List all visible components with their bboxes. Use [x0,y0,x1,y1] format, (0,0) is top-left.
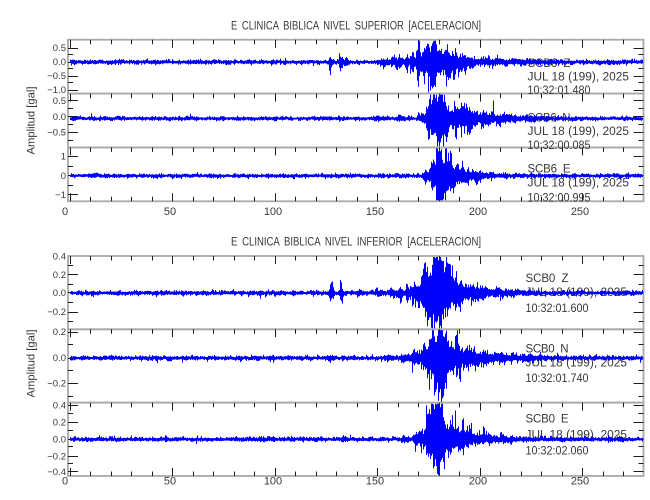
svg-text:0.0: 0.0 [53,435,66,446]
svg-text:SCB0 Z: SCB0 Z [526,273,569,285]
svg-text:0.5: 0.5 [53,96,66,107]
svg-text:−1: −1 [55,190,66,201]
svg-text:0.2: 0.2 [53,327,66,338]
svg-text:0.5: 0.5 [53,43,66,54]
svg-text:E CLINICA BIBLICA NIVEL INFERI: E CLINICA BIBLICA NIVEL INFERIOR [ACELER… [231,236,481,248]
svg-text:JUL 18 (199), 2025: JUL 18 (199), 2025 [528,177,630,189]
svg-text:250: 250 [571,476,589,488]
svg-text:10:32:00.995: 10:32:00.995 [528,192,591,204]
svg-text:1: 1 [61,152,66,163]
svg-text:100: 100 [264,206,282,218]
svg-text:0: 0 [62,476,68,488]
svg-text:10:32:01.600: 10:32:01.600 [526,303,589,315]
svg-text:10:32:01.740: 10:32:01.740 [526,373,589,385]
svg-text:10:32:01.480: 10:32:01.480 [528,85,591,97]
svg-text:0.0: 0.0 [53,112,66,123]
svg-text:SCB0 E: SCB0 E [526,414,569,426]
svg-text:0.0: 0.0 [53,288,66,299]
svg-text:JUL 18 (199), 2025: JUL 18 (199), 2025 [528,126,630,138]
svg-text:Amplitud [gal]: Amplitud [gal] [26,330,38,398]
svg-text:50: 50 [164,476,176,488]
svg-text:−0.5: −0.5 [47,71,66,82]
svg-text:0.4: 0.4 [53,252,66,263]
svg-text:E CLINICA BIBLICA NIVEL SUPERI: E CLINICA BIBLICA NIVEL SUPERIOR [ACELER… [231,21,481,33]
svg-text:−0.4: −0.4 [47,467,66,478]
svg-text:−0.2: −0.2 [47,451,66,462]
svg-text:JUL 18 (199), 2025: JUL 18 (199), 2025 [528,72,630,84]
svg-text:0: 0 [62,206,68,218]
svg-text:SCB0 N: SCB0 N [526,344,569,356]
svg-text:10:32:02.060: 10:32:02.060 [526,446,589,458]
svg-text:10:32:00.085: 10:32:00.085 [528,140,591,152]
svg-text:150: 150 [366,206,384,218]
svg-text:JUL 18 (199), 2025: JUL 18 (199), 2025 [526,358,628,370]
svg-text:0.0: 0.0 [53,353,66,364]
svg-text:−0.5: −0.5 [47,128,66,139]
svg-text:0.2: 0.2 [53,270,66,281]
svg-text:200: 200 [469,476,487,488]
svg-text:200: 200 [469,206,487,218]
svg-text:150: 150 [366,476,384,488]
svg-text:50: 50 [164,206,176,218]
svg-text:250: 250 [571,206,589,218]
svg-text:0.2: 0.2 [53,418,66,429]
svg-text:100: 100 [264,476,282,488]
svg-text:0.4: 0.4 [53,401,66,412]
svg-text:Amplitud [gal]: Amplitud [gal] [26,87,38,155]
svg-text:−0.2: −0.2 [47,379,66,390]
svg-text:0: 0 [61,171,66,182]
svg-text:0.0: 0.0 [53,57,66,68]
svg-text:SCB6 E: SCB6 E [528,163,571,175]
svg-text:−0.2: −0.2 [47,307,66,318]
svg-text:−1.0: −1.0 [47,85,66,96]
